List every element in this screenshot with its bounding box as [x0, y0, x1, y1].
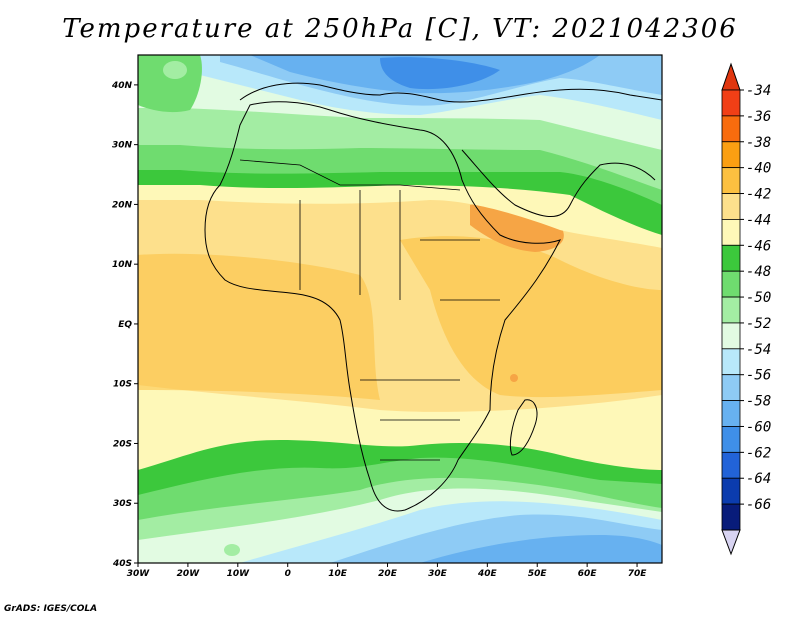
field-band-warm-west: [138, 253, 380, 400]
colorbar-swatch: [721, 141, 741, 169]
colorbar-label: -50: [746, 290, 771, 306]
colorbar-swatch: [721, 348, 741, 376]
field-band-south-m58: [420, 535, 662, 563]
colorbar-swatch: [721, 426, 741, 453]
map-title: Temperature at 250hPa [C], VT: 202104230…: [62, 14, 738, 44]
lon-tick-label: 20E: [378, 569, 398, 579]
colorbar-label: -66: [746, 497, 771, 513]
colorbar-swatch: [721, 503, 741, 531]
field-spot-south: [224, 544, 240, 556]
colorbar-label: -40: [746, 161, 771, 177]
lon-tick-label: 60E: [578, 569, 598, 579]
lon-tick-label: 30E: [428, 569, 448, 579]
lat-tick-label: 30N: [112, 141, 133, 151]
field-band-north-m60: [380, 57, 500, 90]
colorbar-label: -34: [746, 83, 771, 99]
colorbar-swatch: [721, 115, 741, 143]
field-band-warm-east: [400, 236, 662, 398]
lat-tick-label: 10S: [113, 380, 132, 390]
colorbar-swatch: [721, 322, 741, 350]
colorbar-swatch: [721, 270, 741, 298]
colorbar-swatch: [721, 89, 741, 117]
colorbar-label: -52: [746, 316, 771, 332]
field-spot-madagascar: [510, 374, 518, 382]
colorbar-label: -42: [746, 187, 771, 203]
colorbar-swatch: [721, 296, 741, 324]
colorbar-label: -64: [746, 471, 771, 487]
temperature-field: [138, 55, 662, 563]
lat-tick-label: 30S: [113, 499, 132, 509]
colorbar-bottom-arrow: [721, 529, 741, 556]
madagascar-coastline: [509, 399, 538, 456]
colorbar-swatch: [721, 477, 741, 505]
lon-tick-label: 10E: [328, 569, 348, 579]
coastlines: [204, 82, 662, 512]
colorbar-swatch: [721, 400, 741, 427]
lat-tick-label: EQ: [118, 320, 132, 330]
lat-tick-label: 20N: [112, 200, 133, 210]
lon-tick-label: 10W: [227, 569, 251, 579]
colorbar: -34 -36 -38 -40 -42 -44 -46 -48 -50 -52 -54 -56 -58 -…: [721, 62, 771, 556]
colorbar-label: -44: [746, 212, 771, 228]
colorbar-top-arrow: [721, 62, 741, 91]
colorbar-label: -46: [746, 238, 771, 254]
europe-coastline: [239, 82, 662, 103]
colorbar-label: -36: [746, 109, 771, 125]
lon-tick-label: 40E: [477, 569, 498, 579]
lon-tick-label: 70E: [628, 569, 648, 579]
lat-tick-label: 10N: [112, 260, 133, 270]
lat-tick-label: 40S: [112, 559, 132, 569]
colorbar-label: -60: [746, 419, 771, 435]
map-frame: [137, 54, 663, 564]
colorbar-label: -38: [746, 135, 771, 151]
lon-tick-label: 20W: [177, 569, 201, 579]
colorbar-swatch: [721, 244, 741, 272]
colorbar-swatch: [721, 374, 741, 401]
africa-coastline: [204, 101, 561, 512]
lat-tick-label: 20S: [113, 439, 132, 449]
lat-tick-label: 40N: [111, 81, 133, 91]
colorbar-label: -58: [746, 394, 771, 410]
axis-ticks: 30W 20W 10W 0 10E 20E 30E 40E 50E 60E 70E 40N 30N 20N…: [111, 81, 647, 579]
colorbar-swatch: [721, 219, 741, 246]
colorbar-label: -54: [746, 342, 771, 358]
colorbar-label: -56: [746, 368, 771, 384]
colorbar-swatch: [721, 167, 741, 194]
colorbar-swatch: [721, 193, 741, 220]
colorbar-label: -48: [746, 264, 771, 280]
lon-tick-label: 50E: [528, 569, 548, 579]
arabia-coastline: [461, 149, 656, 218]
lon-tick-label: 0: [285, 569, 291, 579]
country-borders: [239, 159, 500, 461]
lon-tick-label: 30W: [127, 569, 151, 579]
credit-label: GrADS: IGES/COLA: [4, 604, 98, 614]
field-spot-northwest: [163, 61, 187, 79]
colorbar-swatch: [721, 451, 741, 479]
colorbar-label: -62: [746, 445, 771, 461]
